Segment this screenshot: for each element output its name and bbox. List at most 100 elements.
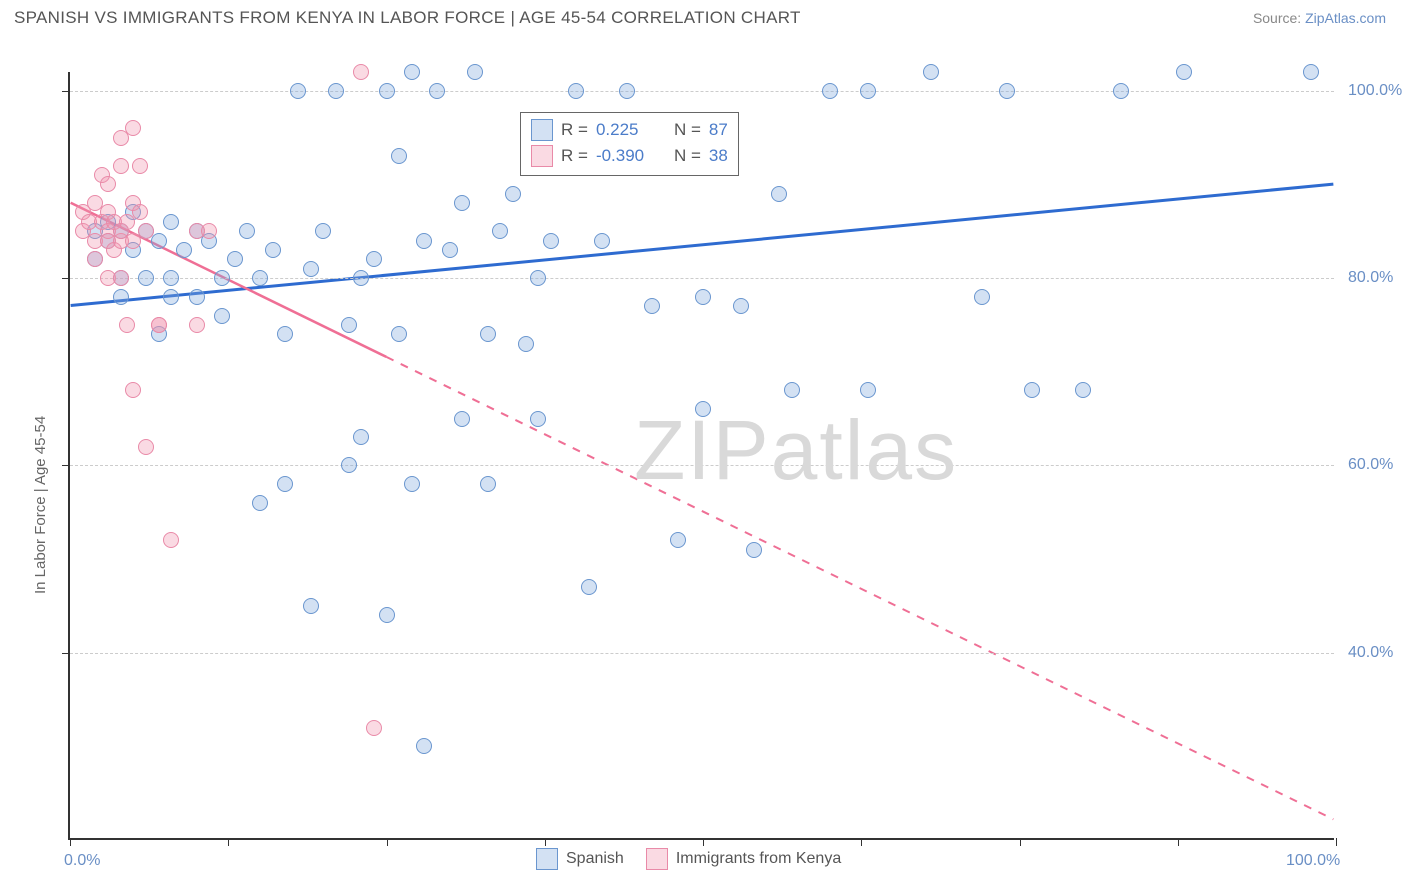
scatter-point: [492, 223, 508, 239]
scatter-point: [113, 270, 129, 286]
scatter-point: [163, 214, 179, 230]
scatter-point: [113, 158, 129, 174]
grid-line: [70, 465, 1334, 466]
scatter-point: [771, 186, 787, 202]
x-tick: [1178, 838, 1179, 846]
scatter-point: [138, 439, 154, 455]
scatter-point: [733, 298, 749, 314]
scatter-point: [404, 64, 420, 80]
scatter-point: [391, 326, 407, 342]
grid-line: [70, 653, 1334, 654]
x-tick: [228, 838, 229, 846]
scatter-point: [1075, 382, 1091, 398]
n-value: 87: [709, 120, 728, 140]
n-label: N =: [674, 120, 701, 140]
x-origin-label: 0.0%: [64, 852, 100, 870]
trend-line: [71, 184, 1334, 305]
scatter-point: [151, 317, 167, 333]
grid-line: [70, 91, 1334, 92]
scatter-point: [252, 270, 268, 286]
x-tick: [1336, 838, 1337, 846]
scatter-point: [163, 532, 179, 548]
scatter-point: [138, 223, 154, 239]
scatter-point: [454, 411, 470, 427]
scatter-point: [923, 64, 939, 80]
scatter-point: [119, 317, 135, 333]
scatter-point: [138, 270, 154, 286]
r-value: -0.390: [596, 146, 666, 166]
scatter-point: [391, 148, 407, 164]
scatter-point: [201, 223, 217, 239]
x-tick: [861, 838, 862, 846]
x-tick: [70, 838, 71, 846]
series-swatch: [531, 119, 553, 141]
legend-swatch: [646, 848, 668, 870]
scatter-point: [341, 317, 357, 333]
scatter-point: [227, 251, 243, 267]
scatter-point: [467, 64, 483, 80]
scatter-point: [416, 738, 432, 754]
scatter-point: [303, 598, 319, 614]
scatter-point: [353, 429, 369, 445]
scatter-point: [644, 298, 660, 314]
scatter-point: [505, 186, 521, 202]
scatter-point: [353, 64, 369, 80]
scatter-point: [277, 326, 293, 342]
source-link[interactable]: ZipAtlas.com: [1305, 10, 1386, 26]
scatter-point: [163, 289, 179, 305]
y-tick: [62, 465, 70, 466]
legend-swatch: [536, 848, 558, 870]
scatter-point: [113, 289, 129, 305]
scatter-point: [670, 532, 686, 548]
source-attribution: Source: ZipAtlas.com: [1253, 10, 1386, 26]
scatter-point: [277, 476, 293, 492]
legend: Spanish Immigrants from Kenya: [536, 848, 841, 870]
scatter-point: [189, 317, 205, 333]
stats-row: R = -0.390N = 38: [531, 143, 728, 169]
scatter-point: [860, 83, 876, 99]
legend-item: Immigrants from Kenya: [646, 848, 841, 870]
scatter-point: [125, 120, 141, 136]
scatter-point: [974, 289, 990, 305]
scatter-point: [87, 251, 103, 267]
legend-item: Spanish: [536, 848, 624, 870]
x-tick: [1020, 838, 1021, 846]
x-tick: [545, 838, 546, 846]
scatter-point: [379, 83, 395, 99]
scatter-point: [1176, 64, 1192, 80]
y-tick: [62, 278, 70, 279]
scatter-point: [214, 308, 230, 324]
scatter-point: [366, 251, 382, 267]
scatter-point: [252, 495, 268, 511]
r-label: R =: [561, 120, 588, 140]
x-tick: [703, 838, 704, 846]
trend-lines-layer: [70, 72, 1334, 838]
y-tick: [62, 653, 70, 654]
scatter-point: [189, 289, 205, 305]
scatter-point: [784, 382, 800, 398]
r-value: 0.225: [596, 120, 666, 140]
scatter-point: [480, 476, 496, 492]
stats-row: R = 0.225 N = 87: [531, 117, 728, 143]
scatter-point: [404, 476, 420, 492]
scatter-point: [303, 261, 319, 277]
legend-label: Spanish: [566, 850, 624, 868]
correlation-stats-box: R = 0.225 N = 87 R = -0.390N = 38: [520, 112, 739, 176]
scatter-point: [619, 83, 635, 99]
scatter-point: [265, 242, 281, 258]
y-tick-label: 40.0%: [1348, 644, 1393, 662]
scatter-point: [176, 242, 192, 258]
scatter-point: [353, 270, 369, 286]
scatter-point: [999, 83, 1015, 99]
scatter-point: [860, 382, 876, 398]
y-axis-title: In Labor Force | Age 45-54: [32, 416, 49, 594]
r-label: R =: [561, 146, 588, 166]
chart-title: SPANISH VS IMMIGRANTS FROM KENYA IN LABO…: [14, 8, 801, 28]
scatter-point: [290, 83, 306, 99]
scatter-point: [429, 83, 445, 99]
plot-area: 40.0%60.0%80.0%100.0%0.0%100.0%R = 0.225…: [68, 72, 1334, 840]
x-max-label: 100.0%: [1286, 852, 1340, 870]
y-tick-label: 100.0%: [1348, 82, 1402, 100]
scatter-point: [1024, 382, 1040, 398]
scatter-point: [239, 223, 255, 239]
